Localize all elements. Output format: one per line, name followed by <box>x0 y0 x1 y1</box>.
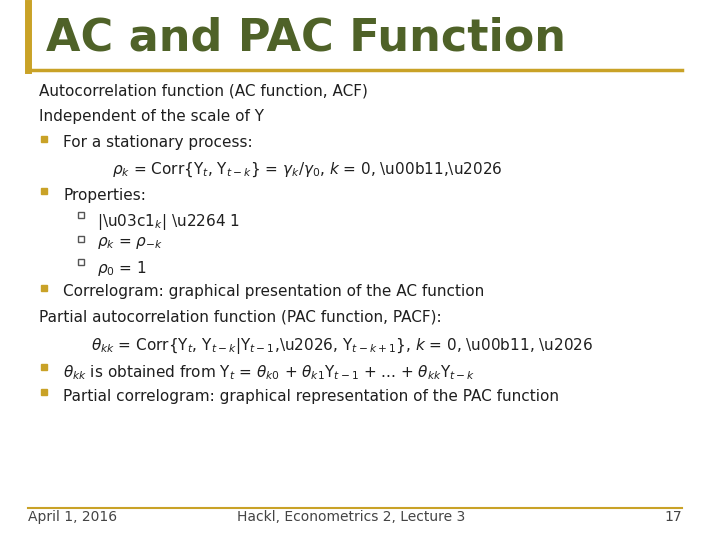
Text: $\rho_0$ = 1: $\rho_0$ = 1 <box>97 259 147 278</box>
Text: |\u03c1$_k$| \u2264 1: |\u03c1$_k$| \u2264 1 <box>97 212 240 232</box>
Text: 17: 17 <box>665 510 682 524</box>
Text: Properties:: Properties: <box>63 187 146 202</box>
Text: $\rho_k$ = $\rho_{-k}$: $\rho_k$ = $\rho_{-k}$ <box>97 235 163 251</box>
Text: Partial correlogram: graphical representation of the PAC function: Partial correlogram: graphical represent… <box>63 389 559 404</box>
Text: April 1, 2016: April 1, 2016 <box>28 510 117 524</box>
Text: $\theta_{kk}$ = Corr{Y$_t$, Y$_{t-k}$|Y$_{t-1}$,\u2026, Y$_{t-k+1}$}, $k$ = 0, \: $\theta_{kk}$ = Corr{Y$_t$, Y$_{t-k}$|Y$… <box>91 336 594 356</box>
Text: Hackl, Econometrics 2, Lecture 3: Hackl, Econometrics 2, Lecture 3 <box>238 510 466 524</box>
Text: Partial autocorrelation function (PAC function, PACF):: Partial autocorrelation function (PAC fu… <box>39 310 441 325</box>
Text: For a stationary process:: For a stationary process: <box>63 135 253 150</box>
Text: Correlogram: graphical presentation of the AC function: Correlogram: graphical presentation of t… <box>63 285 485 299</box>
Text: Independent of the scale of Y: Independent of the scale of Y <box>39 110 264 124</box>
Text: AC and PAC Function: AC and PAC Function <box>45 16 566 59</box>
Text: $\theta_{kk}$ is obtained from Y$_t$ = $\theta_{k0}$ + $\theta_{k1}$Y$_{t-1}$ + : $\theta_{kk}$ is obtained from Y$_t$ = $… <box>63 363 476 382</box>
Text: $\rho_k$ = Corr{Y$_t$, Y$_{t-k}$} = $\gamma_k$/$\gamma_0$, $k$ = 0, \u00b11,\u20: $\rho_k$ = Corr{Y$_t$, Y$_{t-k}$} = $\ga… <box>112 161 503 179</box>
Text: Autocorrelation function (AC function, ACF): Autocorrelation function (AC function, A… <box>39 84 367 99</box>
